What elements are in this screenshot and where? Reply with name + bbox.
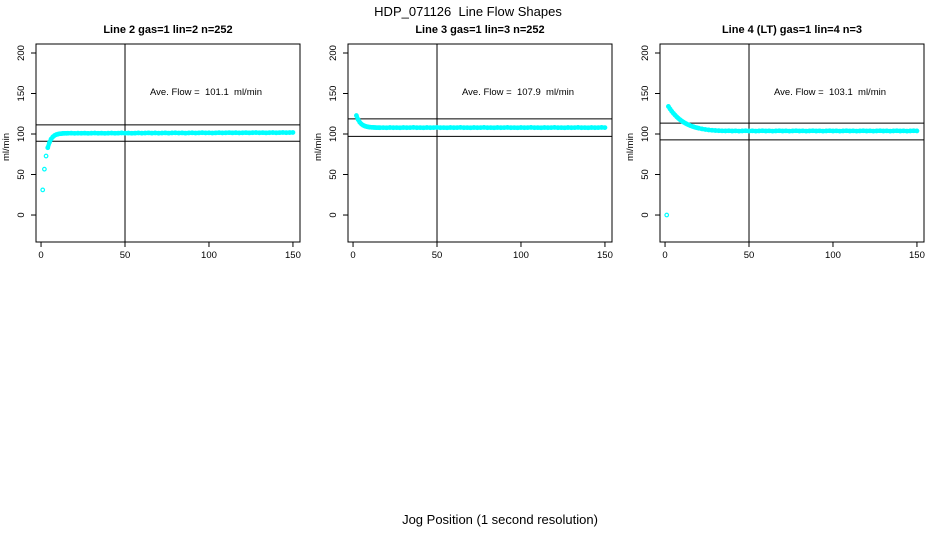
figure-title: HDP_071126 Line Flow Shapes bbox=[374, 4, 562, 19]
y-tick-label: 200 bbox=[640, 45, 651, 61]
y-tick-label: 50 bbox=[16, 169, 27, 180]
y-axis-label: ml/min bbox=[625, 133, 636, 161]
panel-title-line4: Line 4 (LT) gas=1 lin=4 n=3 bbox=[721, 24, 863, 36]
y-tick-label: 100 bbox=[328, 126, 339, 142]
x-tick-label: 0 bbox=[662, 250, 667, 261]
y-tick-label: 100 bbox=[16, 126, 27, 142]
x-tick-label: 0 bbox=[350, 250, 355, 261]
flow-point bbox=[290, 130, 296, 135]
y-axis-label: ml/min bbox=[313, 133, 324, 161]
x-tick-label: 50 bbox=[120, 250, 131, 261]
y-tick-label: 0 bbox=[640, 212, 651, 217]
plot-box bbox=[35, 43, 301, 243]
y-tick-label: 50 bbox=[640, 169, 651, 180]
x-tick-label: 100 bbox=[201, 250, 217, 261]
y-axis-label: ml/min bbox=[1, 133, 12, 161]
y-tick-label: 150 bbox=[16, 86, 27, 102]
y-tick-label: 100 bbox=[640, 126, 651, 142]
flow-point bbox=[375, 125, 381, 131]
y-tick-label: 150 bbox=[328, 86, 339, 102]
x-tick-label: 50 bbox=[744, 250, 755, 261]
plot-box bbox=[659, 43, 925, 243]
panel-title-line2: Line 2 gas=1 lin=2 n=252 bbox=[103, 24, 233, 36]
ave-flow-annotation-line2: Ave. Flow = 101.1 ml/min bbox=[149, 87, 263, 98]
flow-point bbox=[353, 113, 359, 118]
y-tick-label: 150 bbox=[640, 86, 651, 102]
ave-flow-annotation-line4: Ave. Flow = 103.1 ml/min bbox=[773, 87, 887, 98]
flow-point bbox=[602, 125, 608, 131]
flow-point bbox=[664, 212, 670, 218]
y-tick-label: 200 bbox=[16, 45, 27, 61]
flow-point bbox=[40, 187, 46, 193]
x-tick-label: 150 bbox=[597, 250, 613, 261]
x-tick-label: 150 bbox=[285, 250, 301, 261]
flow-point bbox=[43, 153, 49, 159]
panel-title-line3: Line 3 gas=1 lin=3 n=252 bbox=[415, 24, 545, 36]
y-tick-label: 0 bbox=[16, 212, 27, 217]
x-tick-label: 100 bbox=[825, 250, 841, 261]
plot-panel-2: 0 50 100 150 0 50 100 150 200 ml/min bbox=[313, 43, 613, 261]
flow-point bbox=[45, 145, 51, 151]
x-axis-label: Jog Position (1 second resolution) bbox=[402, 512, 598, 527]
y-tick-label: 50 bbox=[328, 169, 339, 180]
flow-point bbox=[41, 166, 47, 172]
plot-panel-3: 0 50 100 150 0 50 100 150 200 ml/min bbox=[625, 43, 925, 261]
x-tick-label: 0 bbox=[38, 250, 43, 261]
y-tick-label: 200 bbox=[328, 45, 339, 61]
flow-point bbox=[914, 128, 920, 134]
ave-flow-annotation-line3: Ave. Flow = 107.9 ml/min bbox=[461, 87, 575, 98]
plot-box bbox=[347, 43, 613, 243]
x-tick-label: 50 bbox=[432, 250, 443, 261]
flow-point bbox=[63, 130, 69, 136]
x-tick-label: 100 bbox=[513, 250, 529, 261]
plot-panel-1: 0 50 100 150 0 50 100 150 200 ml/min bbox=[1, 43, 301, 261]
y-tick-label: 0 bbox=[328, 212, 339, 217]
x-tick-label: 150 bbox=[909, 250, 925, 261]
